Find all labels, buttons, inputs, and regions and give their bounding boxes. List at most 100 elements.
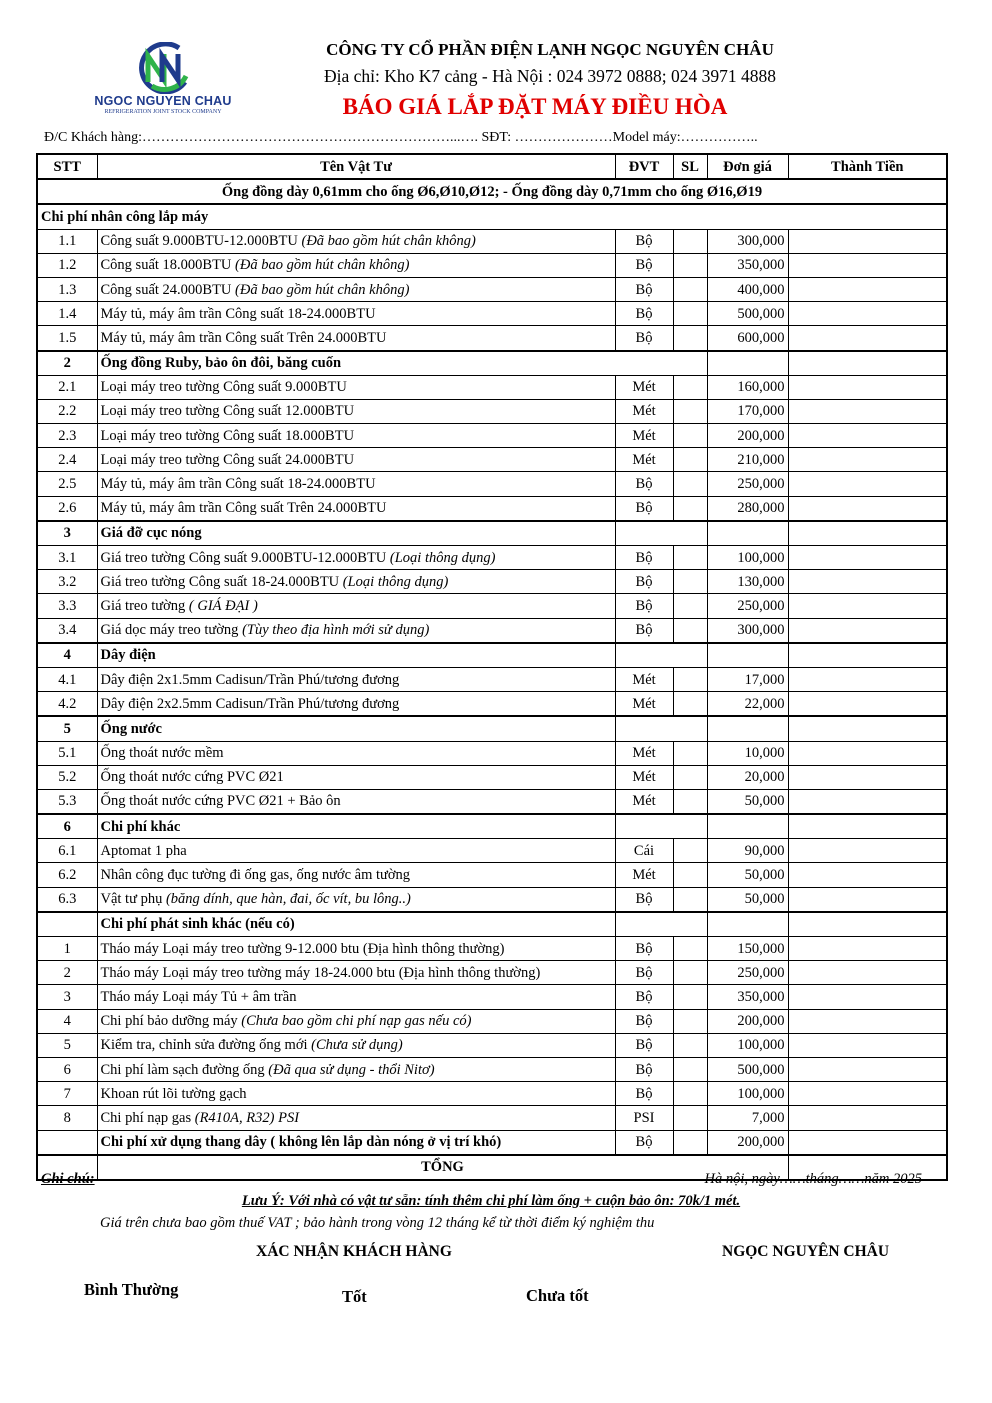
item-name: Tháo máy Loại máy Tủ + âm trần — [100, 988, 297, 1005]
item-qty — [672, 593, 708, 619]
item-name: Loại máy treo tường Công suất 12.000BTU — [100, 403, 355, 420]
item-number: 4.1 — [36, 666, 98, 693]
item-name: Khoan rút lõi tường gạch — [100, 1085, 247, 1102]
item-qty — [672, 1081, 708, 1107]
item-total — [787, 960, 948, 986]
rating-bad[interactable]: Chưa tốt — [526, 1286, 589, 1305]
item-price: 7,000 — [706, 1105, 789, 1131]
item-unit: Bộ — [614, 471, 674, 497]
section-title: Chi phí khác — [96, 813, 616, 840]
table-row: 1.5 Máy tủ, máy âm trần Công suất Trên 24… — [36, 325, 948, 351]
section-row: 3 Giá đỡ cục nóng — [36, 519, 948, 546]
item-qty — [672, 252, 708, 278]
item-name-cell: Giá dọc máy treo tường (Tùy theo địa hìn… — [96, 617, 616, 644]
item-total — [787, 740, 948, 766]
item-unit: PSI — [614, 1105, 674, 1131]
rating-normal[interactable]: Bình Thường — [84, 1280, 179, 1299]
item-qty — [672, 471, 708, 497]
item-number: 6.3 — [36, 886, 98, 913]
item-name: Chi phí nạp gas — [100, 1109, 195, 1126]
item-total — [787, 1081, 948, 1107]
item-name: Máy tủ, máy âm trần Công suất 18-24.000B… — [100, 305, 376, 322]
total-value — [787, 1154, 948, 1181]
table-row: 7 Khoan rút lõi tường gạch Bộ 100,000 — [36, 1081, 948, 1107]
item-total — [787, 325, 948, 351]
item-unit: Bộ — [614, 495, 674, 522]
item-name-cell: Khoan rút lõi tường gạch — [96, 1081, 616, 1107]
vat-warranty-text: Giá trên chưa bao gồm thuế VAT ; bảo hàn… — [100, 1215, 655, 1231]
item-name-cell: Giá treo tường ( GIÁ ĐẠI ) — [96, 593, 616, 619]
item-number: 3.3 — [36, 593, 98, 619]
table-row: 8 Chi phí nạp gas (R410A, R32) PSI PSI 7,00… — [36, 1105, 948, 1131]
price-cell — [706, 910, 789, 937]
table-row: 2.1 Loại máy treo tường Công suất 9.000BT… — [36, 374, 948, 400]
item-number: 3.2 — [36, 569, 98, 595]
item-name-cell: Chi phí xử dụng thang dây ( không lên lắ… — [96, 1129, 616, 1156]
item-unit: Bộ — [614, 228, 674, 254]
table-row: 2.2 Loại máy treo tường Công suất 12.000B… — [36, 398, 948, 425]
item-note: (Chưa bao gồm chi phí nạp gas nếu có) — [241, 1013, 472, 1030]
table-row: 2.5 Máy tủ, máy âm trần Công suất 18-24.0… — [36, 471, 948, 497]
item-unit: Bộ — [614, 617, 674, 644]
item-price: 400,000 — [706, 276, 789, 303]
item-name: Công suất 24.000BTU — [100, 281, 236, 298]
item-price: 20,000 — [706, 764, 789, 790]
item-number: 2 — [36, 960, 98, 986]
item-qty — [672, 960, 708, 986]
item-note: ( GIÁ ĐẠI ) — [188, 597, 258, 614]
item-name-cell: Giá treo tường Công suất 18-24.000BTU (L… — [96, 569, 616, 595]
date-line: Hà nội, ngày……tháng……năm 2025 — [704, 1171, 922, 1187]
item-note: (Đã bao gồm hút chân không) — [235, 281, 410, 298]
section-number: 2 — [36, 349, 98, 376]
item-name-cell: Ống thoát nước cứng PVC Ø21 + Bảo ôn — [96, 788, 616, 815]
unit-cell — [614, 813, 708, 840]
item-total — [787, 1129, 948, 1156]
item-total — [787, 617, 948, 644]
item-price: 250,000 — [706, 471, 789, 497]
rating-good[interactable]: Tốt — [342, 1287, 367, 1306]
document-title: BÁO GIÁ LẮP ĐẶT MÁY ĐIỀU HÒA — [342, 94, 728, 119]
table-row: 5.2 Ống thoát nước cứng PVC Ø21 Mét 20,000 — [36, 764, 948, 790]
item-price: 500,000 — [706, 301, 789, 327]
section-number: 4 — [36, 641, 98, 668]
table-row: 2.3 Loại máy treo tường Công suất 18.000B… — [36, 423, 948, 449]
item-qty — [672, 1129, 708, 1156]
item-name: Máy tủ, máy âm trần Công suất Trên 24.00… — [100, 329, 387, 346]
item-qty — [672, 935, 708, 962]
item-number: 1.5 — [36, 325, 98, 351]
item-unit: Bộ — [614, 960, 674, 986]
item-number: 6.2 — [36, 862, 98, 888]
item-qty — [672, 1105, 708, 1131]
company-name: CÔNG TY CỔ PHẦN ĐIỆN LẠNH NGỌC NGUYÊN CH… — [326, 40, 774, 59]
item-number: 2.6 — [36, 495, 98, 522]
table-row: 2.6 Máy tủ, máy âm trần Công suất Trên 24… — [36, 495, 948, 522]
item-number — [36, 1129, 98, 1156]
item-name-cell: Chi phí làm sạch đường ống (Đã qua sử dụ… — [96, 1056, 616, 1083]
pipe-note-row: Ống đồng dày 0,61mm cho ống Ø6,Ø10,Ø12; … — [36, 178, 948, 205]
item-note: (Chưa sử dụng) — [311, 1037, 403, 1054]
item-name-cell: Máy tủ, máy âm trần Công suất 18-24.000B… — [96, 471, 616, 497]
price-cell — [706, 715, 789, 742]
table-row: 1.3 Công suất 24.000BTU (Đã bao gồm hút c… — [36, 276, 948, 303]
table-row: 4 Chi phí bảo dưỡng máy (Chưa bao gồm chi… — [36, 1008, 948, 1034]
item-price: 50,000 — [706, 886, 789, 913]
table-row: 1 Tháo máy Loại máy treo tường 9-12.000 b… — [36, 935, 948, 962]
logo-text: NGOC NGUYEN CHAU — [94, 94, 232, 108]
item-price: 300,000 — [706, 617, 789, 644]
item-total — [787, 862, 948, 888]
table-header-row: STT Tên Vật Tư ĐVT SL Đơn giá Thành Tiền — [36, 153, 948, 181]
section-title: Chi phí nhân công lắp máy — [36, 203, 948, 230]
item-price: 350,000 — [706, 984, 789, 1010]
item-qty — [672, 740, 708, 766]
item-unit: Bộ — [614, 1056, 674, 1083]
pipe-note: Ống đồng dày 0,61mm cho ống Ø6,Ø10,Ø12; … — [36, 178, 948, 205]
table-row: 3.2 Giá treo tường Công suất 18-24.000BTU… — [36, 569, 948, 595]
section-title: Dây điện — [96, 641, 616, 668]
item-number: 1.4 — [36, 301, 98, 327]
item-price: 170,000 — [706, 398, 789, 425]
item-price: 600,000 — [706, 325, 789, 351]
customer-confirmation-label: XÁC NHẬN KHÁCH HÀNG — [256, 1243, 452, 1260]
item-unit: Bộ — [614, 935, 674, 962]
section-row: Chi phí nhân công lắp máy — [36, 203, 948, 230]
item-qty — [672, 764, 708, 790]
